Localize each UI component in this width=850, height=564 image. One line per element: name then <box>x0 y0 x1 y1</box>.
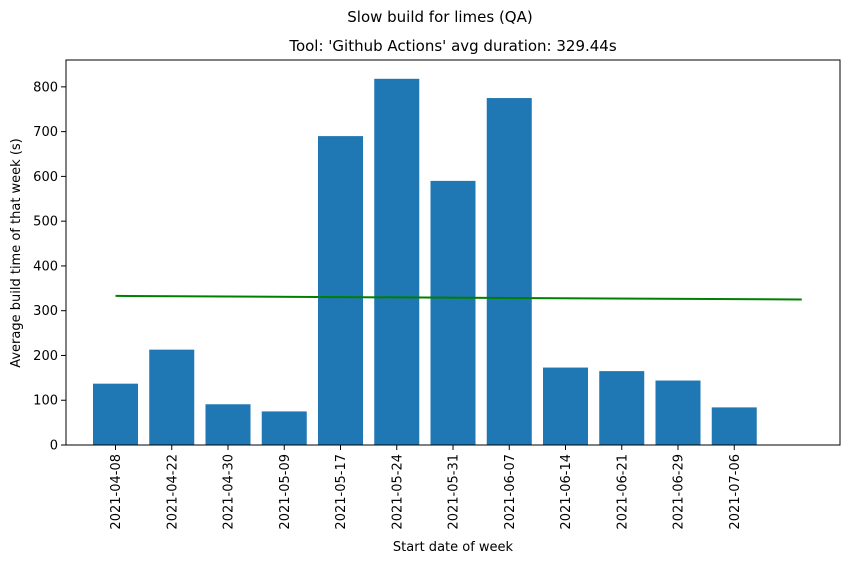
x-axis: 2021-04-08 2021-04-22 2021-04-30 2021-05-09… <box>109 445 743 530</box>
x-tick-label-2021-05-17: 2021-05-17 <box>334 454 349 530</box>
y-axis-label: Average build time of that week (s) <box>9 138 24 368</box>
y-tick-label-700: 700 <box>33 125 58 140</box>
y-tick-label-500: 500 <box>33 215 58 230</box>
x-tick-label-2021-06-21: 2021-06-21 <box>615 454 630 530</box>
bar-2021-06-14 <box>543 367 588 445</box>
x-tick-label-2021-06-14: 2021-06-14 <box>559 454 574 530</box>
x-tick-label-2021-06-29: 2021-06-29 <box>672 454 687 530</box>
x-tick-label-2021-04-22: 2021-04-22 <box>165 454 180 530</box>
x-tick-label-2021-05-31: 2021-05-31 <box>447 454 462 530</box>
y-tick-label-600: 600 <box>33 170 58 185</box>
chart-title: Tool: 'Github Actions' avg duration: 329… <box>288 37 617 55</box>
trend-layer <box>115 294 802 301</box>
bar-2021-05-24 <box>374 78 420 446</box>
x-tick-label-2021-05-09: 2021-05-09 <box>278 454 293 530</box>
y-tick-label-0: 0 <box>50 439 58 454</box>
y-tick-label-400: 400 <box>33 259 58 274</box>
bar-2021-05-31 <box>430 180 476 446</box>
y-tick-label-200: 200 <box>33 349 58 364</box>
bar-2021-05-09 <box>261 411 307 445</box>
bar-2021-05-17 <box>318 136 363 445</box>
plot-frame <box>65 59 841 446</box>
bar-2021-07-06 <box>711 407 757 445</box>
trend-line <box>115 294 802 301</box>
bar-2021-06-29 <box>655 380 701 445</box>
y-tick-label-300: 300 <box>33 304 58 319</box>
bar-2021-04-08 <box>93 383 138 445</box>
chart-suptitle: Slow build for limes (QA) <box>347 8 532 26</box>
bar-2021-06-07 <box>486 98 532 446</box>
y-axis: 0 100 200 300 400 500 600 700 800 <box>33 80 66 454</box>
x-tick-label-2021-04-08: 2021-04-08 <box>109 454 124 530</box>
x-tick-label-2021-06-07: 2021-06-07 <box>503 454 518 530</box>
bars-layer <box>93 78 757 446</box>
x-tick-label-2021-04-30: 2021-04-30 <box>222 454 237 530</box>
bar-2021-04-30 <box>205 404 251 445</box>
y-tick-label-800: 800 <box>33 80 58 95</box>
x-tick-label-2021-05-24: 2021-05-24 <box>390 454 405 530</box>
y-tick-label-100: 100 <box>33 394 58 409</box>
bar-2021-04-22 <box>149 349 195 445</box>
bar-2021-06-21 <box>599 371 645 445</box>
x-axis-label: Start date of week <box>393 540 514 555</box>
x-tick-label-2021-07-06: 2021-07-06 <box>728 454 743 530</box>
